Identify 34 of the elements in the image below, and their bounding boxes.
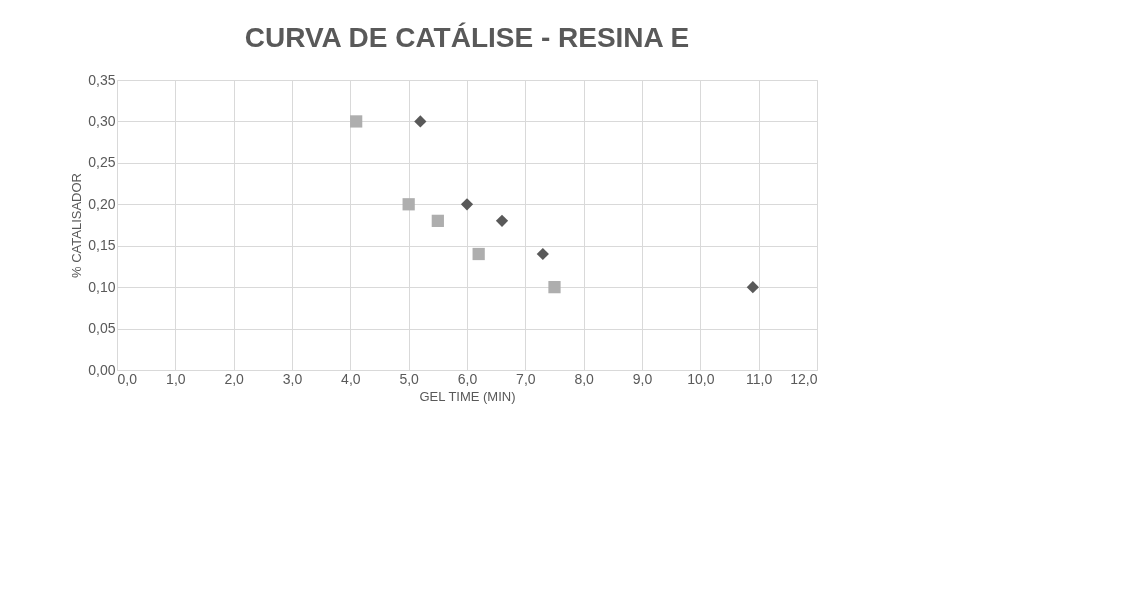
x-tick-label: 11,0 <box>746 370 773 387</box>
x-tick-label: 6,0 <box>457 370 478 387</box>
y-tick-label: 0,20 <box>88 195 116 212</box>
point <box>414 115 427 128</box>
point <box>402 198 415 211</box>
x-tick-label: 8,0 <box>574 370 595 387</box>
x-tick-label: 12,0 <box>790 370 818 387</box>
x-tick-label: 10,0 <box>687 370 715 387</box>
x-axis-title: GEL TIME (MIN) <box>419 388 516 404</box>
x-tick-label: 7,0 <box>516 370 536 387</box>
y-tick-label: 0,35 <box>88 71 116 88</box>
x-tick-label: 4,0 <box>341 370 361 387</box>
y-tick-label: 0,10 <box>88 278 116 295</box>
point <box>431 214 444 227</box>
y-tick-label: 0,00 <box>88 361 116 378</box>
y-tick-label: 0,30 <box>88 112 116 129</box>
x-tick-label: 0,0 <box>117 370 138 387</box>
point <box>460 198 474 211</box>
point <box>548 281 561 294</box>
x-tick-label: 2,0 <box>224 370 245 387</box>
x-tick-label: 3,0 <box>282 370 303 387</box>
chart-title: CURVA DE CATÁLISE - RESINA E <box>244 22 690 53</box>
x-tick-label: 1,0 <box>166 370 186 387</box>
point <box>746 281 759 294</box>
y-tick-label: 0,15 <box>88 237 116 254</box>
point <box>536 247 549 261</box>
point <box>495 214 509 227</box>
y-tick-label: 0,05 <box>88 320 116 337</box>
x-tick-label: 5,0 <box>399 370 420 387</box>
y-tick-label: 0,25 <box>88 154 116 171</box>
x-tick-label: 9,0 <box>632 370 653 387</box>
point <box>350 115 363 128</box>
point <box>472 247 485 261</box>
y-axis-title: % CATALISADOR <box>69 173 85 278</box>
